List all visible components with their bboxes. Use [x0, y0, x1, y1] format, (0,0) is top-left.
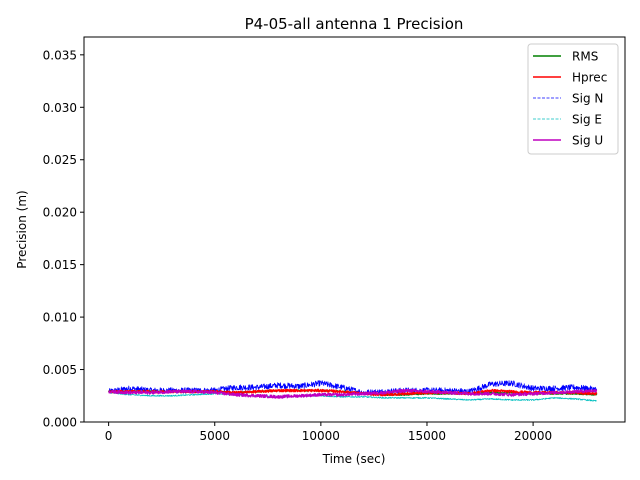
plot-series-group: [108, 380, 598, 402]
x-axis-ticks: 0 5000 10000 15000 20000: [105, 422, 552, 443]
y-tick-label: 0.025: [43, 153, 77, 167]
y-tick-label: 0.030: [43, 101, 77, 115]
legend-label: Sig U: [572, 134, 603, 148]
y-tick-label: 0.015: [43, 258, 77, 272]
legend-label: Sig N: [572, 92, 603, 106]
plot-frame: [83, 36, 626, 423]
x-tick-label: 15000: [408, 429, 446, 443]
y-tick-label: 0.020: [43, 206, 77, 220]
x-tick-label: 0: [105, 429, 113, 443]
chart-title: P4-05-all antenna 1 Precision: [245, 15, 464, 33]
y-tick-label: 0.005: [43, 363, 77, 377]
y-tick-label: 0.000: [43, 416, 77, 430]
legend-label: Sig E: [572, 113, 602, 127]
x-tick-label: 5000: [199, 429, 230, 443]
legend-label: Hprec: [572, 71, 607, 85]
series-line-sig-u: [108, 388, 598, 399]
series-line-sig-e: [108, 391, 597, 402]
legend-label: RMS: [572, 50, 598, 64]
y-axis-ticks: 0.000 0.005 0.010 0.015 0.020 0.025 0.030 0.035: [43, 48, 84, 430]
y-tick-label: 0.010: [43, 311, 77, 325]
legend: RMS Hprec Sig N Sig E Sig U: [527, 43, 619, 155]
x-tick-label: 20000: [514, 429, 552, 443]
y-axis-label: Precision (m): [15, 190, 29, 268]
x-axis-label: Time (sec): [322, 452, 386, 466]
y-tick-label: 0.035: [43, 48, 77, 62]
x-tick-label: 10000: [302, 429, 340, 443]
legend-box: [527, 43, 619, 155]
